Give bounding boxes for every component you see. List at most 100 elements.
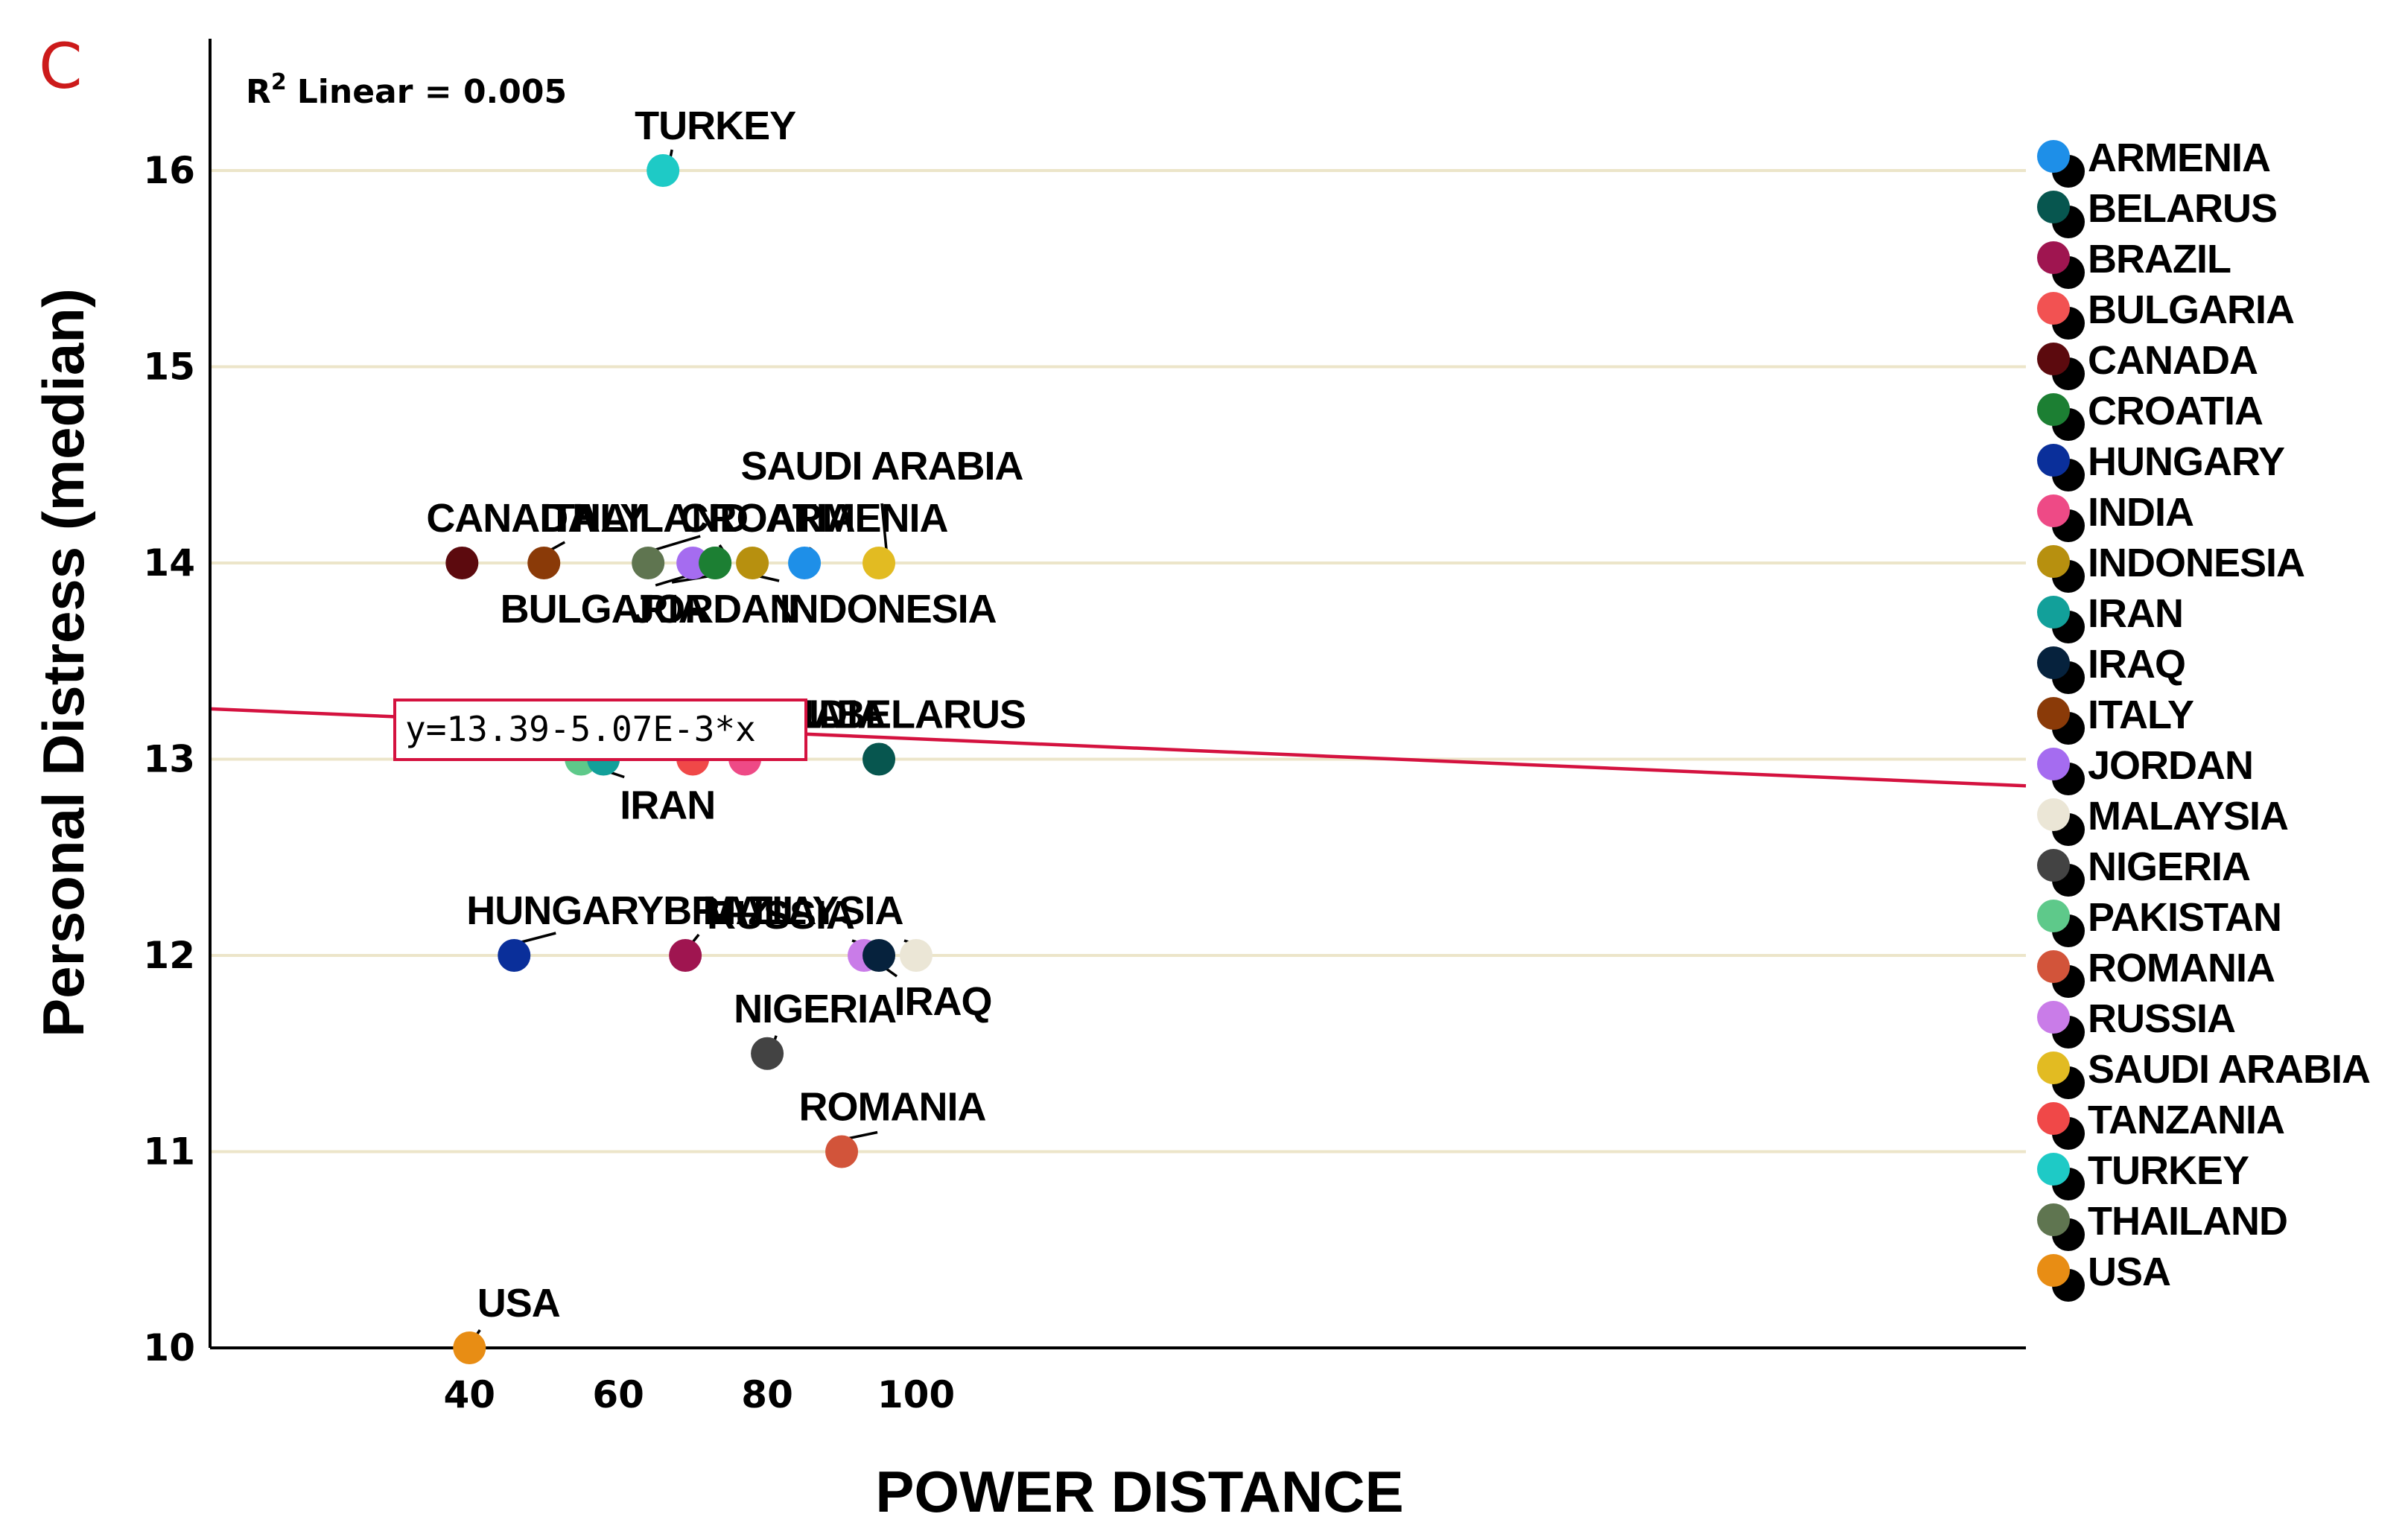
legend-marker (2037, 1001, 2070, 1034)
point-label: HUNGARY (466, 888, 664, 933)
x-tick-label: 40 (444, 1373, 496, 1416)
x-tick-labels: 40 60 80 100 (444, 1373, 956, 1416)
data-point (445, 547, 479, 579)
point-label: BELARUS (836, 693, 1026, 737)
y-tick-label: 12 (143, 934, 195, 977)
legend-label: IRAQ (2088, 642, 2185, 687)
legend-label: BELARUS (2088, 186, 2277, 231)
y-tick-labels: 10 11 12 13 14 15 16 (143, 149, 195, 1369)
legend-marker (2037, 444, 2070, 477)
legend-marker (2037, 697, 2070, 730)
legend-marker (2037, 1153, 2070, 1186)
legend-marker (2037, 343, 2070, 375)
label-leader-line (610, 771, 625, 779)
label-leader-line (848, 1130, 878, 1140)
axes (209, 39, 2026, 1349)
label-leader-line (655, 575, 686, 587)
label-leader-line (880, 503, 888, 550)
label-leader-line (671, 575, 708, 584)
point-label: NIGERIA (734, 987, 896, 1031)
point-label: THAILAND (548, 496, 748, 541)
r-squared-prefix: R (246, 73, 271, 111)
legend-label: INDONESIA (2088, 541, 2304, 585)
legend-label: TURKEY (2088, 1148, 2249, 1193)
point-label: BULGARIA (501, 587, 707, 631)
legend-marker (2037, 849, 2070, 882)
data-point (527, 547, 561, 579)
data-point (900, 939, 933, 972)
label-leader-line (655, 535, 701, 551)
r-squared-text: Linear = 0.005 (297, 73, 567, 111)
legend-marker (2037, 900, 2070, 932)
legend-marker (2037, 292, 2070, 325)
data-point (863, 742, 896, 776)
legend-marker (2037, 494, 2070, 527)
label-leader-line (521, 932, 556, 944)
legend-marker (2037, 140, 2070, 173)
legend-marker (2037, 1203, 2070, 1236)
data-point (788, 547, 822, 579)
legend-marker (2037, 393, 2070, 426)
point-label: TURKEY (635, 104, 796, 148)
legend-marker (2037, 1051, 2070, 1084)
x-axis-title: POWER DISTANCE (875, 1459, 1403, 1524)
gridlines (210, 169, 2026, 1154)
x-tick-label: 80 (741, 1373, 793, 1416)
data-point (863, 547, 896, 579)
legend-marker (2037, 798, 2070, 831)
legend-label: BULGARIA (2088, 287, 2294, 332)
legend-label: USA (2088, 1250, 2170, 1294)
data-point (751, 1037, 784, 1070)
point-label: ARMENIA (766, 496, 948, 541)
point-label: IRAN (620, 783, 715, 828)
legend-marker (2037, 1254, 2070, 1287)
point-label: ROMANIA (799, 1085, 986, 1130)
legend-label: ITALY (2088, 693, 2194, 737)
legend-label: THAILAND (2088, 1199, 2287, 1244)
legend-label: ARMENIA (2088, 136, 2270, 180)
point-label: BRAZIL (663, 888, 806, 933)
legend-marker (2037, 191, 2070, 223)
legend-label: TANZANIA (2088, 1098, 2284, 1142)
label-leader-line (550, 541, 566, 551)
y-tick-label: 15 (143, 346, 195, 389)
legend-label: CANADA (2088, 338, 2258, 383)
r-squared-superscript: 2 (271, 69, 287, 95)
data-point (498, 939, 531, 972)
fit-equation-box: y=13.39-5.07E-3*x (393, 699, 807, 761)
label-leader-line (669, 149, 673, 158)
label-leader-line (759, 575, 780, 582)
point-label: INDONESIA (780, 587, 997, 631)
legend-marker (2037, 950, 2070, 983)
point-label: CANADA (426, 496, 596, 541)
legend: ARMENIA BELARUS BRAZIL BULGARIA CANADA CROATI… (2037, 136, 2371, 1302)
y-tick-label: 14 (143, 541, 195, 585)
legend-label: MALAYSIA (2088, 794, 2288, 839)
legend-marker (2037, 646, 2070, 679)
legend-marker (2037, 545, 2070, 578)
x-tick-label: 100 (877, 1373, 955, 1416)
point-label: CROATIA (680, 496, 855, 541)
point-label: SAUDI ARABIA (741, 444, 1023, 489)
data-point (863, 939, 896, 972)
data-point (736, 547, 769, 579)
data-point (699, 547, 732, 579)
panel-label: C (39, 30, 83, 103)
legend-label: HUNGARY (2088, 439, 2285, 484)
y-axis-title: Personal Distress (median) (31, 288, 96, 1037)
label-leader-line (886, 967, 898, 978)
point-label: RUSSIA (707, 893, 854, 938)
legend-label: PAKISTAN (2088, 895, 2281, 940)
data-point (647, 154, 680, 187)
legend-label: RUSSIA (2088, 996, 2235, 1041)
legend-label: INDIA (2088, 490, 2193, 535)
legend-label: IRAN (2088, 591, 2183, 636)
y-tick-label: 10 (143, 1326, 195, 1369)
data-point (669, 939, 702, 972)
legend-marker (2037, 596, 2070, 629)
legend-label: NIGERIA (2088, 844, 2250, 889)
x-tick-label: 60 (592, 1373, 644, 1416)
point-label: MALAYSIA (702, 888, 903, 933)
y-tick-label: 13 (143, 738, 195, 781)
